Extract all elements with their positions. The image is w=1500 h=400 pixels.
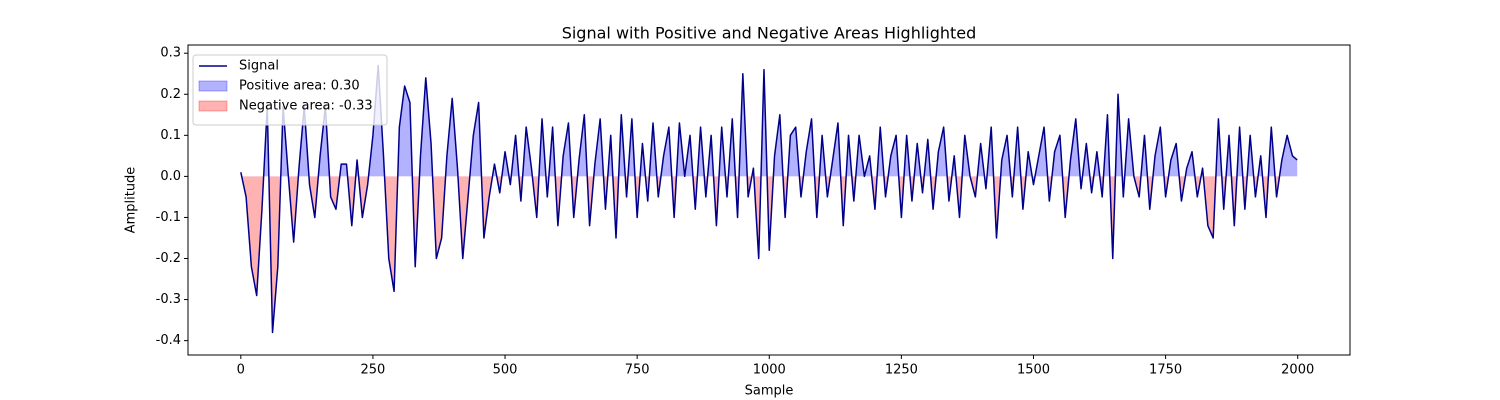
x-tick-label: 750 (625, 363, 650, 378)
legend-swatch (198, 100, 228, 112)
y-tick-label: -0.1 (156, 210, 181, 225)
x-tick-label: 0 (237, 363, 245, 378)
y-tick-label: 0.3 (160, 46, 181, 61)
x-axis-label: Sample (745, 384, 794, 399)
signal-line (240, 64, 1298, 334)
x-tick-label: 500 (493, 363, 518, 378)
y-axis-label: Amplitude (124, 167, 139, 234)
legend: Signal Positive area: 0.30 Negative area: … (192, 54, 388, 126)
x-tick-label: 250 (361, 363, 386, 378)
y-tick-label: -0.3 (156, 292, 181, 307)
y-tick-label: -0.2 (156, 251, 181, 266)
x-tick-label: 1250 (885, 363, 918, 378)
legend-label: Positive area: 0.30 (239, 79, 360, 94)
legend-box (192, 54, 388, 126)
y-tick-label: -0.4 (156, 333, 181, 348)
x-tick-label: 2000 (1281, 363, 1314, 378)
y-tick-label: 0.1 (160, 128, 181, 143)
y-tick-label: 0.0 (160, 169, 181, 184)
x-tick-label: 1000 (753, 363, 786, 378)
x-tick-label: 1750 (1149, 363, 1182, 378)
legend-label: Negative area: -0.33 (239, 99, 373, 114)
chart-title: Signal with Positive and Negative Areas … (562, 24, 977, 43)
y-tick-label: 0.2 (160, 87, 181, 102)
plot-frame (187, 44, 1351, 356)
x-tick-label: 1500 (1017, 363, 1050, 378)
area-fill (240, 176, 1298, 333)
legend-swatch (198, 80, 228, 92)
legend-label: Signal (239, 59, 279, 74)
